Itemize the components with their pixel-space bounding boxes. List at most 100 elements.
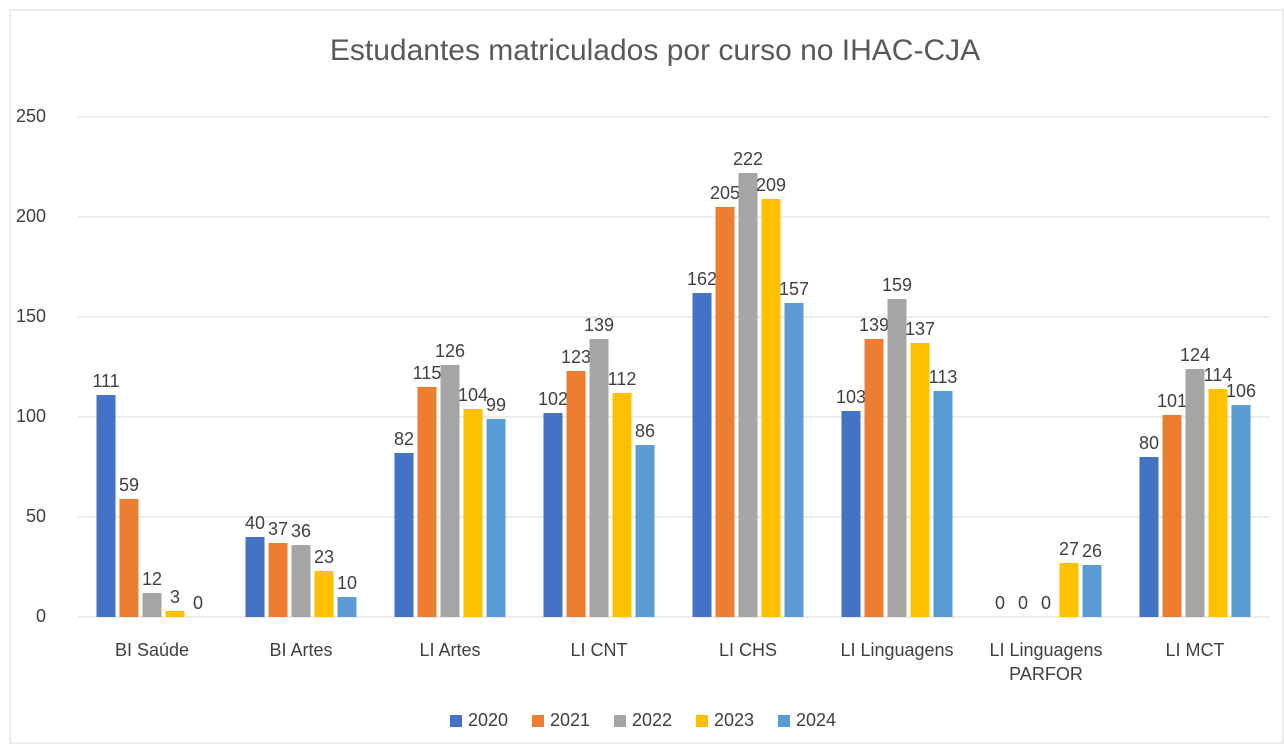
x-tick-label: LI Artes bbox=[419, 640, 481, 660]
data-label: 104 bbox=[458, 385, 488, 405]
y-tick-label: 50 bbox=[26, 506, 46, 526]
chart-title: Estudantes matriculados por curso no IHA… bbox=[330, 34, 980, 67]
data-label: 26 bbox=[1082, 541, 1102, 561]
data-label: 114 bbox=[1204, 365, 1233, 385]
x-tick-label: LI MCT bbox=[1165, 640, 1225, 660]
bar bbox=[761, 199, 781, 617]
bar bbox=[245, 537, 265, 617]
data-label: 209 bbox=[756, 175, 786, 195]
data-label: 124 bbox=[1180, 345, 1210, 365]
bar bbox=[910, 343, 930, 617]
y-tick-label: 0 bbox=[36, 606, 46, 626]
bar bbox=[841, 411, 861, 617]
legend-swatch bbox=[450, 715, 462, 727]
data-label: 86 bbox=[635, 421, 655, 441]
data-label: 0 bbox=[1041, 593, 1051, 613]
chart-frame bbox=[9, 9, 1284, 744]
bar bbox=[738, 173, 758, 617]
data-label: 113 bbox=[929, 367, 958, 387]
bar bbox=[417, 387, 437, 617]
bar bbox=[119, 499, 139, 617]
data-label: 101 bbox=[1157, 391, 1187, 411]
bar bbox=[864, 339, 884, 617]
data-label: 137 bbox=[905, 319, 935, 339]
data-label: 99 bbox=[486, 395, 506, 415]
bar bbox=[1059, 563, 1079, 617]
legend-label: 2022 bbox=[632, 710, 672, 730]
x-tick-label: LI Linguagens PARFOR bbox=[989, 640, 1103, 684]
legend-swatch bbox=[614, 715, 626, 727]
data-label: 10 bbox=[337, 573, 357, 593]
data-label: 59 bbox=[119, 475, 139, 495]
data-label: 40 bbox=[245, 513, 265, 533]
legend-label: 2024 bbox=[796, 710, 836, 730]
x-tick-label: LI Linguagens bbox=[840, 640, 954, 660]
legend-swatch bbox=[696, 715, 708, 727]
data-label: 27 bbox=[1059, 539, 1079, 559]
data-label: 82 bbox=[394, 429, 414, 449]
data-label: 80 bbox=[1139, 433, 1159, 453]
legend-swatch bbox=[778, 715, 790, 727]
bar bbox=[337, 597, 357, 617]
data-label: 37 bbox=[268, 519, 288, 539]
data-label: 0 bbox=[193, 593, 203, 613]
data-label: 23 bbox=[314, 547, 334, 567]
data-label: 139 bbox=[584, 315, 614, 335]
bar bbox=[314, 571, 334, 617]
data-label: 159 bbox=[882, 275, 912, 295]
x-tick-label: BI Artes bbox=[269, 640, 333, 660]
bar bbox=[142, 593, 162, 617]
data-label: 205 bbox=[710, 183, 740, 203]
bar bbox=[1139, 457, 1159, 617]
bar bbox=[291, 545, 311, 617]
data-label: 157 bbox=[779, 279, 809, 299]
x-tick-label: LI CNT bbox=[570, 640, 628, 660]
data-label: 103 bbox=[836, 387, 866, 407]
bar bbox=[1208, 389, 1228, 617]
data-label: 3 bbox=[170, 587, 180, 607]
y-tick-label: 100 bbox=[16, 406, 46, 426]
bar bbox=[486, 419, 506, 617]
bar bbox=[933, 391, 953, 617]
y-tick-label: 200 bbox=[16, 206, 46, 226]
data-label: 115 bbox=[413, 363, 442, 383]
bar bbox=[692, 293, 712, 617]
x-tick-label: BI Saúde bbox=[114, 640, 190, 660]
bar bbox=[394, 453, 414, 617]
bar bbox=[784, 303, 804, 617]
data-label: 12 bbox=[142, 569, 162, 589]
data-label: 102 bbox=[538, 389, 568, 409]
data-label: 0 bbox=[1018, 593, 1028, 613]
legend-swatch bbox=[532, 715, 544, 727]
data-label: 36 bbox=[291, 521, 311, 541]
data-label: 106 bbox=[1226, 381, 1256, 401]
bar bbox=[715, 207, 735, 617]
bar bbox=[1162, 415, 1182, 617]
data-label: 162 bbox=[687, 269, 717, 289]
bar bbox=[1082, 565, 1102, 617]
data-label: 112 bbox=[608, 369, 637, 389]
bar bbox=[268, 543, 288, 617]
data-label: 0 bbox=[995, 593, 1005, 613]
data-label: 111 bbox=[92, 371, 119, 391]
y-tick-label: 250 bbox=[16, 106, 46, 126]
bar bbox=[612, 393, 632, 617]
bar bbox=[440, 365, 460, 617]
bar bbox=[887, 299, 907, 617]
data-label: 126 bbox=[435, 341, 465, 361]
bar bbox=[635, 445, 655, 617]
legend-label: 2023 bbox=[714, 710, 754, 730]
bar bbox=[1185, 369, 1205, 617]
bar bbox=[1231, 405, 1251, 617]
bar bbox=[463, 409, 483, 617]
bar bbox=[96, 395, 116, 617]
data-label: 222 bbox=[733, 149, 763, 169]
bar bbox=[589, 339, 609, 617]
data-label: 139 bbox=[859, 315, 889, 335]
bar bbox=[543, 413, 563, 617]
data-label: 123 bbox=[561, 347, 591, 367]
legend-label: 2020 bbox=[468, 710, 508, 730]
y-tick-label: 150 bbox=[16, 306, 46, 326]
